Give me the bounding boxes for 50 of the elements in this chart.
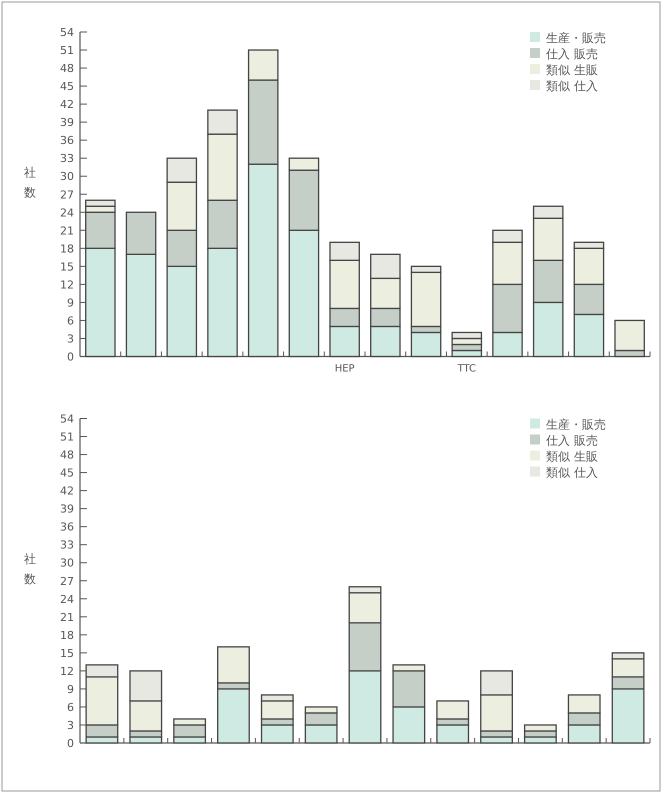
legend-label: 仕入 販売 bbox=[545, 434, 598, 448]
y-tick-label: 54 bbox=[60, 26, 74, 39]
legend-label: 仕入 販売 bbox=[545, 47, 598, 61]
y-tick-label: 0 bbox=[67, 737, 74, 750]
y-tick-label: 36 bbox=[60, 520, 74, 534]
y-tick-label: 0 bbox=[67, 350, 74, 364]
y-tick-label: 39 bbox=[60, 502, 74, 516]
legend-label: 生産・販売 bbox=[546, 418, 606, 432]
y-tick-label: 21 bbox=[60, 224, 74, 238]
y-tick-label: 12 bbox=[60, 664, 74, 678]
y-tick-label: 42 bbox=[60, 98, 74, 112]
legend-label: 類似 生販 bbox=[546, 63, 598, 77]
y-tick-label: 48 bbox=[60, 448, 74, 462]
y-tick-label: 6 bbox=[67, 314, 74, 328]
y-axis-title: 社数 bbox=[24, 165, 36, 200]
y-tick-label: 36 bbox=[60, 134, 74, 148]
y-tick-label: 33 bbox=[60, 538, 74, 552]
y-tick-label: 54 bbox=[60, 412, 74, 426]
legend-label: 類似 仕入 bbox=[546, 466, 598, 480]
y-tick-label: 9 bbox=[67, 682, 74, 696]
y-tick-label: 18 bbox=[60, 242, 74, 256]
y-axis-title: 社数 bbox=[24, 552, 36, 586]
y-tick-label: 45 bbox=[60, 466, 74, 480]
legend-label: 類似 仕入 bbox=[546, 79, 598, 93]
x-tick-label: HEP bbox=[334, 364, 355, 374]
y-tick-label: 51 bbox=[60, 44, 74, 58]
y-tick-label: 39 bbox=[60, 116, 74, 130]
legend-label: 生産・販売 bbox=[546, 31, 606, 45]
y-tick-label: 42 bbox=[60, 484, 74, 498]
y-tick-label: 9 bbox=[67, 296, 74, 310]
y-tick-label: 21 bbox=[60, 610, 74, 624]
legend-label: 類似 生販 bbox=[546, 450, 598, 464]
y-tick-label: 27 bbox=[60, 188, 74, 202]
y-tick-label: 15 bbox=[60, 260, 74, 274]
x-tick-label: TTC bbox=[456, 364, 476, 374]
y-tick-label: 24 bbox=[60, 592, 74, 606]
y-tick-label: 30 bbox=[60, 556, 74, 570]
y-tick-label: 24 bbox=[60, 206, 74, 220]
y-tick-label: 48 bbox=[60, 62, 74, 76]
y-tick-label: 3 bbox=[67, 718, 74, 732]
y-tick-label: 51 bbox=[60, 430, 74, 444]
y-tick-label: 27 bbox=[60, 574, 74, 588]
y-tick-label: 15 bbox=[60, 646, 74, 660]
y-tick-label: 12 bbox=[60, 278, 74, 292]
y-tick-label: 18 bbox=[60, 628, 74, 642]
y-tick-label: 45 bbox=[60, 80, 74, 94]
y-tick-label: 3 bbox=[67, 332, 74, 346]
y-tick-label: 30 bbox=[60, 170, 74, 184]
y-tick-label: 33 bbox=[60, 152, 74, 166]
y-tick-label: 6 bbox=[67, 700, 74, 714]
